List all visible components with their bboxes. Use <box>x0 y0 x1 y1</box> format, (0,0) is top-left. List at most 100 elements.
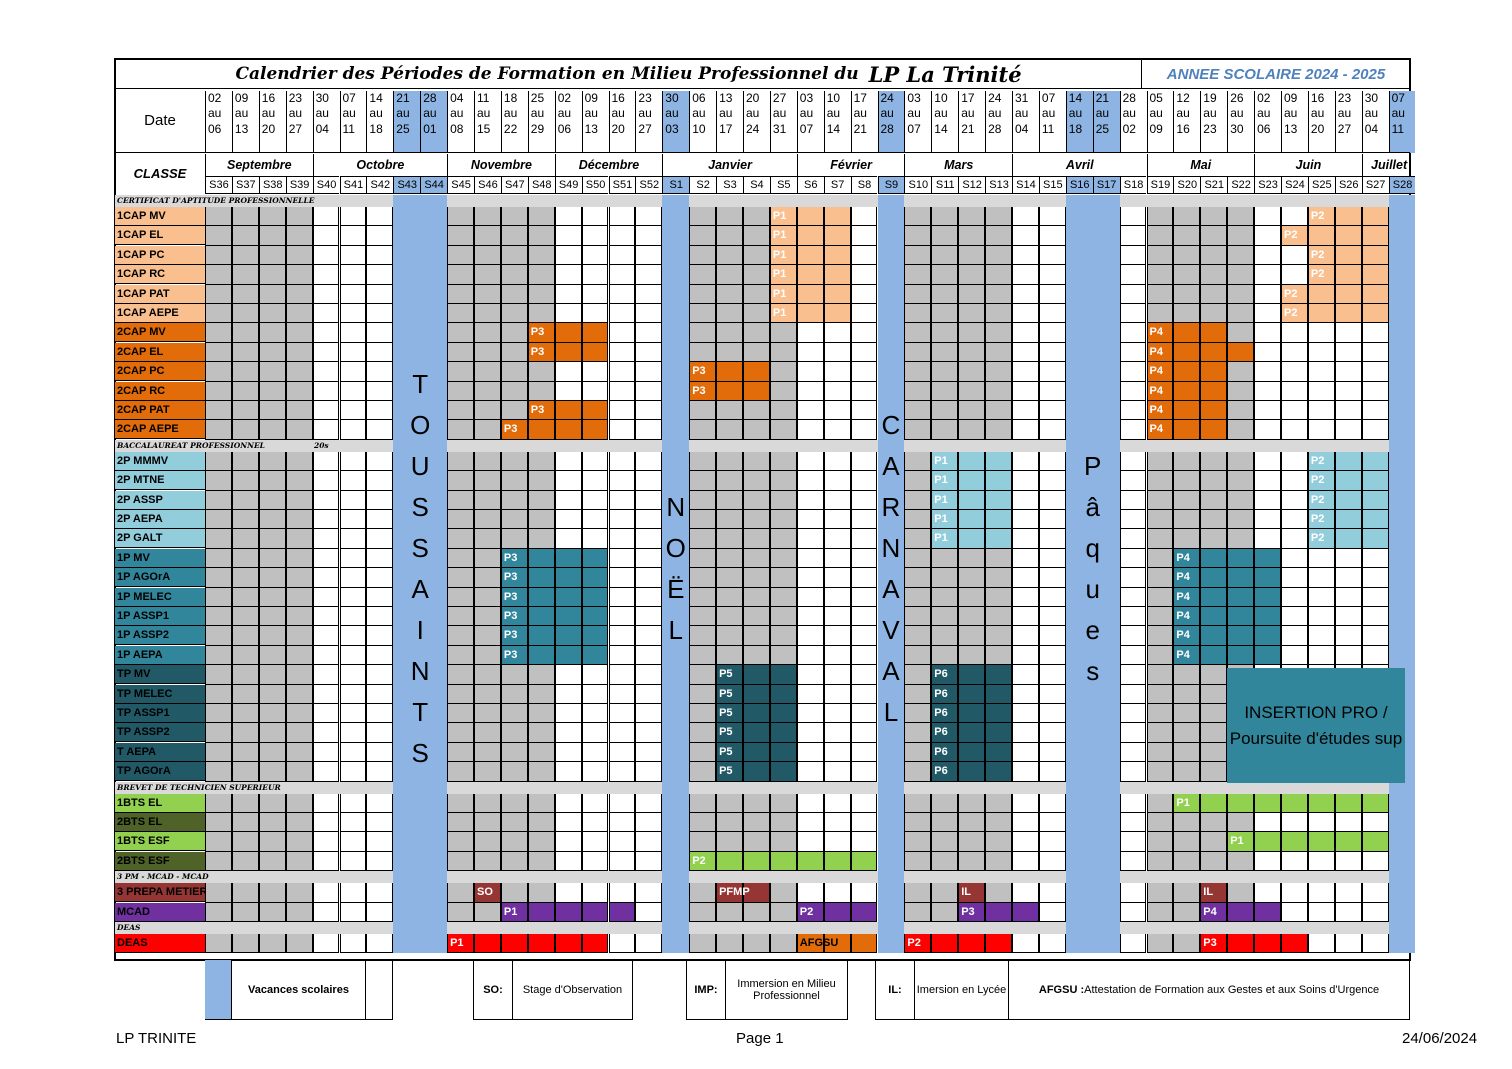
vacation-letter: R <box>881 492 901 523</box>
grid-cell <box>1200 471 1228 491</box>
period-label: P3 <box>692 384 706 397</box>
grid-cell <box>339 362 367 382</box>
grid-cell <box>769 902 797 922</box>
grid-cell <box>689 704 717 724</box>
period-label: P4 <box>1149 423 1163 436</box>
grid-cell <box>1200 568 1228 588</box>
grid-cell <box>285 934 313 954</box>
grid-cell <box>1173 381 1201 401</box>
grid-cell <box>958 245 986 266</box>
grid-cell <box>716 510 743 530</box>
grid-cell <box>339 510 367 530</box>
grid-cell <box>1334 381 1362 401</box>
grid-cell <box>608 607 636 627</box>
period-label: P1 <box>772 210 787 222</box>
grid-cell <box>823 265 851 285</box>
week-date: 07 au 11 <box>1038 91 1066 153</box>
grid-cell <box>1146 832 1174 852</box>
grid-cell <box>1334 934 1362 954</box>
grid-cell <box>258 381 286 401</box>
grid-cell <box>743 490 770 510</box>
grid-cell <box>1361 793 1389 813</box>
grid-cell <box>527 704 555 724</box>
grid-cell <box>689 832 717 852</box>
grid-cell <box>474 704 501 724</box>
section-label: BREVET DE TECHNICIEN SUPERIEUR <box>117 782 281 792</box>
grid-cell <box>1146 723 1174 743</box>
grid-cell <box>743 265 770 285</box>
grid-cell <box>716 645 743 666</box>
date-part: 27 <box>1337 121 1352 136</box>
grid-cell <box>1361 645 1389 666</box>
grid-cell <box>796 362 824 382</box>
grid-cell <box>796 587 824 607</box>
week-code: S44 <box>420 176 448 194</box>
grid-cell <box>796 665 824 685</box>
grid-cell <box>527 723 555 743</box>
grid-cell <box>339 723 367 743</box>
period-label: P2 <box>1310 513 1325 525</box>
grid-cell <box>258 342 286 363</box>
grid-cell <box>447 529 474 549</box>
grid-cell <box>258 607 286 627</box>
grid-cell <box>447 304 474 324</box>
row-label: TP ASSP1 <box>115 704 205 723</box>
grid-cell <box>958 793 986 813</box>
week-date: 28 au 02 <box>1119 91 1147 153</box>
grid-cell <box>608 793 636 813</box>
row-label: 1CAP AEPE <box>115 304 205 323</box>
grid-cell <box>635 684 663 704</box>
grid-cell <box>205 226 232 246</box>
grid-cell <box>635 762 663 782</box>
grid-cell <box>1012 762 1039 782</box>
date-part: au <box>907 106 921 121</box>
date-part: 27 <box>638 121 652 136</box>
grid-cell <box>850 568 878 588</box>
grid-cell <box>823 529 851 549</box>
grid-cell <box>527 362 555 382</box>
grid-cell <box>985 934 1012 954</box>
grid-cell <box>1119 723 1147 743</box>
grid-cell <box>1173 704 1201 724</box>
grid-cell <box>339 813 367 833</box>
grid-cell <box>958 548 986 569</box>
grid-cell <box>339 342 367 363</box>
grid-cell <box>985 587 1012 607</box>
grid-cell <box>823 362 851 382</box>
date-part: au <box>396 106 410 121</box>
legend-vac-text: Vacances scolaires <box>232 960 366 1020</box>
grid-cell <box>1227 265 1255 285</box>
grid-cell <box>447 851 474 872</box>
row-label: MCAD <box>115 902 205 922</box>
grid-cell <box>258 226 286 246</box>
grid-cell <box>985 626 1012 646</box>
grid-cell <box>689 883 717 903</box>
period-label: P2 <box>1310 454 1325 467</box>
grid-cell <box>1012 742 1039 763</box>
grid-cell <box>500 883 528 903</box>
grid-cell <box>635 851 663 872</box>
grid-cell <box>931 813 959 833</box>
grid-cell <box>285 568 313 588</box>
grid-cell <box>581 832 609 852</box>
period-label: P1 <box>934 474 948 487</box>
grid-cell <box>554 265 582 285</box>
period-label: P5 <box>719 707 733 719</box>
grid-cell <box>769 665 797 685</box>
period-label: P5 <box>719 745 733 758</box>
grid-cell <box>285 420 313 440</box>
grid-cell <box>1119 420 1147 440</box>
grid-cell <box>904 607 932 627</box>
week-code: S17 <box>1092 176 1120 194</box>
grid-cell <box>554 245 582 266</box>
grid-cell <box>823 245 851 266</box>
grid-cell <box>1281 226 1308 246</box>
grid-cell <box>769 304 797 324</box>
period-label: P2 <box>907 937 921 949</box>
legend-gap <box>366 960 393 1020</box>
grid-cell <box>1038 471 1066 491</box>
grid-cell <box>635 323 663 343</box>
grid-cell <box>581 420 609 440</box>
grid-cell <box>1012 813 1039 833</box>
week-code: S41 <box>339 176 367 194</box>
